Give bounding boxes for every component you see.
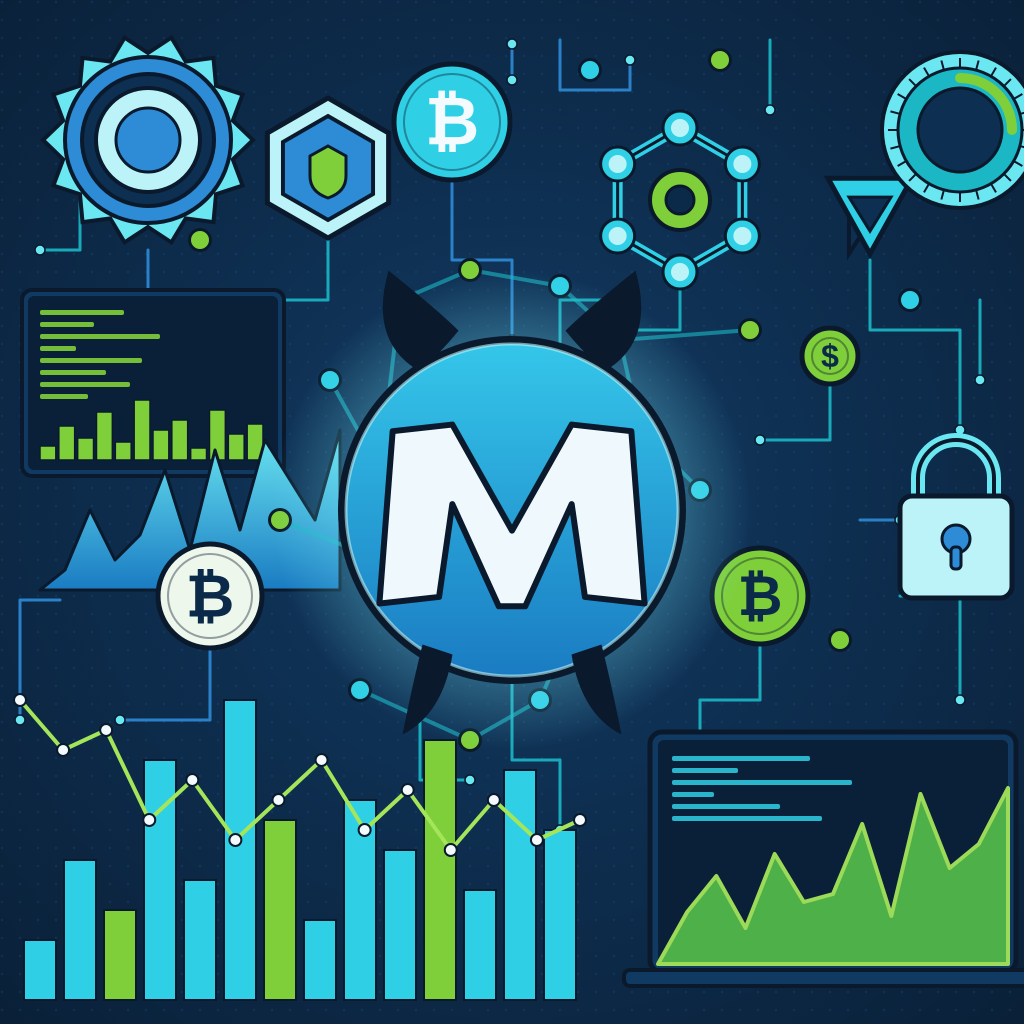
dollar-coin: $ — [802, 328, 858, 384]
svg-text:₿: ₿ — [738, 565, 783, 627]
svg-text:₿: ₿ — [425, 85, 479, 159]
svg-text:₿: ₿ — [186, 563, 235, 630]
bitcoin-coin-top: ₿ — [394, 64, 510, 180]
svg-text:$: $ — [821, 338, 839, 374]
bitcoin-coin-left: ₿ — [158, 544, 262, 648]
dial-gauge-icon — [882, 52, 1024, 208]
terminal-panel — [22, 290, 284, 476]
crypto-infographic: ₿ $ ₿ ₿ — [0, 0, 1024, 1024]
laptop-chart-panel — [624, 732, 1024, 986]
